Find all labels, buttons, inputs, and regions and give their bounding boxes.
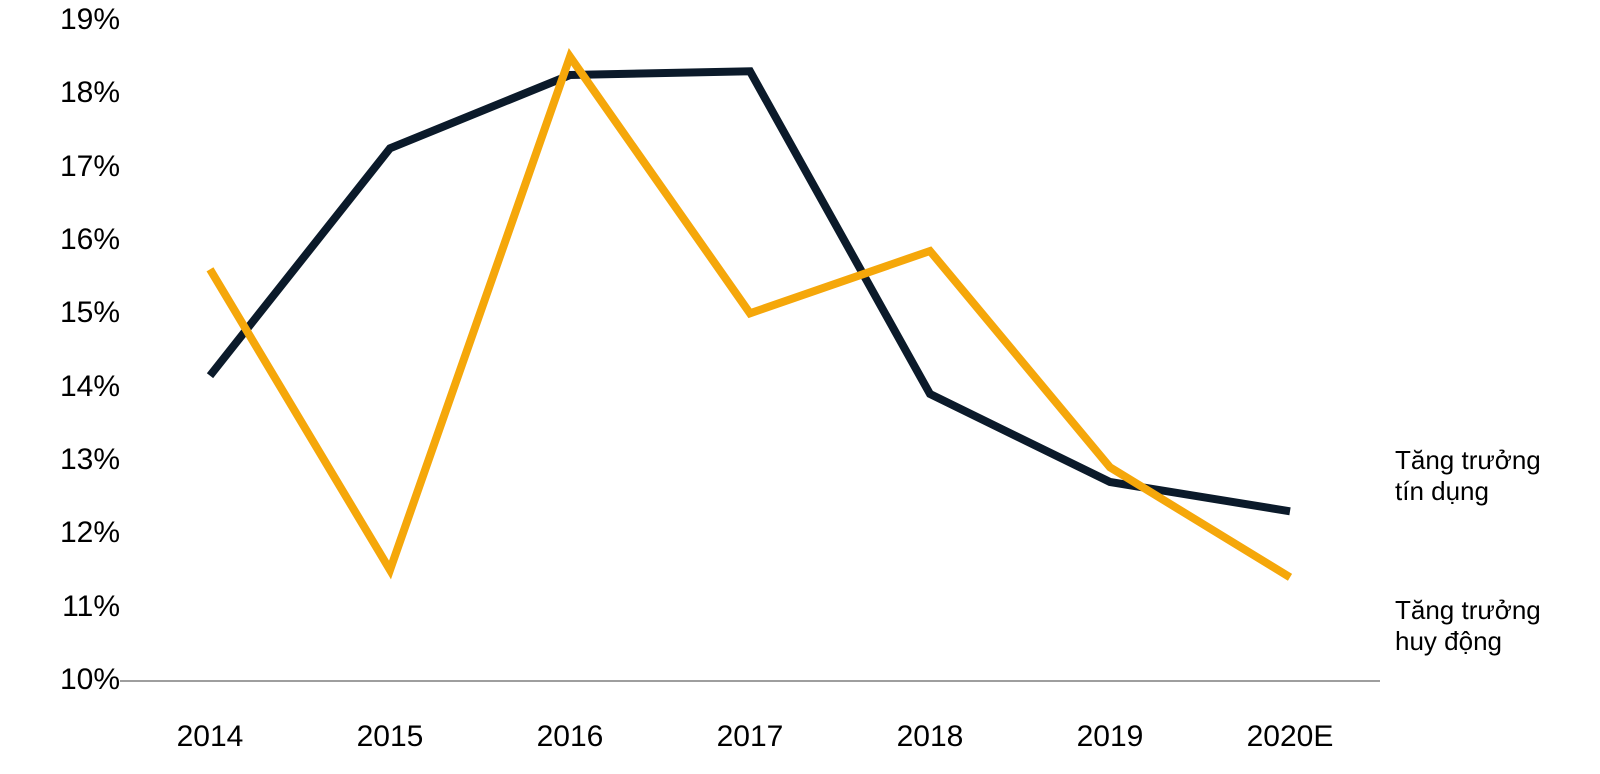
series-label-tin-dung: Tăng trưởng tín dụng — [1395, 445, 1541, 507]
growth-line-chart: 10% 11% 12% 13% 14% 15% 16% 17% 18% 19% … — [0, 0, 1600, 774]
plot-area — [120, 20, 1380, 680]
y-tick-label: 16% — [10, 223, 120, 257]
x-tick-label: 2014 — [177, 720, 244, 754]
x-axis-line — [120, 680, 1380, 682]
y-tick-label: 15% — [10, 296, 120, 330]
y-tick-label: 12% — [10, 516, 120, 550]
x-tick-label: 2020E — [1247, 720, 1334, 754]
x-tick-label: 2017 — [717, 720, 784, 754]
y-tick-label: 13% — [10, 443, 120, 477]
y-tick-label: 17% — [10, 150, 120, 184]
x-tick-label: 2016 — [537, 720, 604, 754]
y-tick-label: 14% — [10, 370, 120, 404]
series-tin-dung — [210, 71, 1290, 511]
x-tick-label: 2015 — [357, 720, 424, 754]
x-tick-label: 2018 — [897, 720, 964, 754]
y-tick-label: 11% — [10, 590, 120, 624]
series-huy-dong — [210, 57, 1290, 578]
series-label-huy-dong: Tăng trưởng huy động — [1395, 595, 1541, 657]
y-tick-label: 19% — [10, 3, 120, 37]
x-tick-label: 2019 — [1077, 720, 1144, 754]
y-tick-label: 10% — [10, 663, 120, 697]
y-tick-label: 18% — [10, 76, 120, 110]
